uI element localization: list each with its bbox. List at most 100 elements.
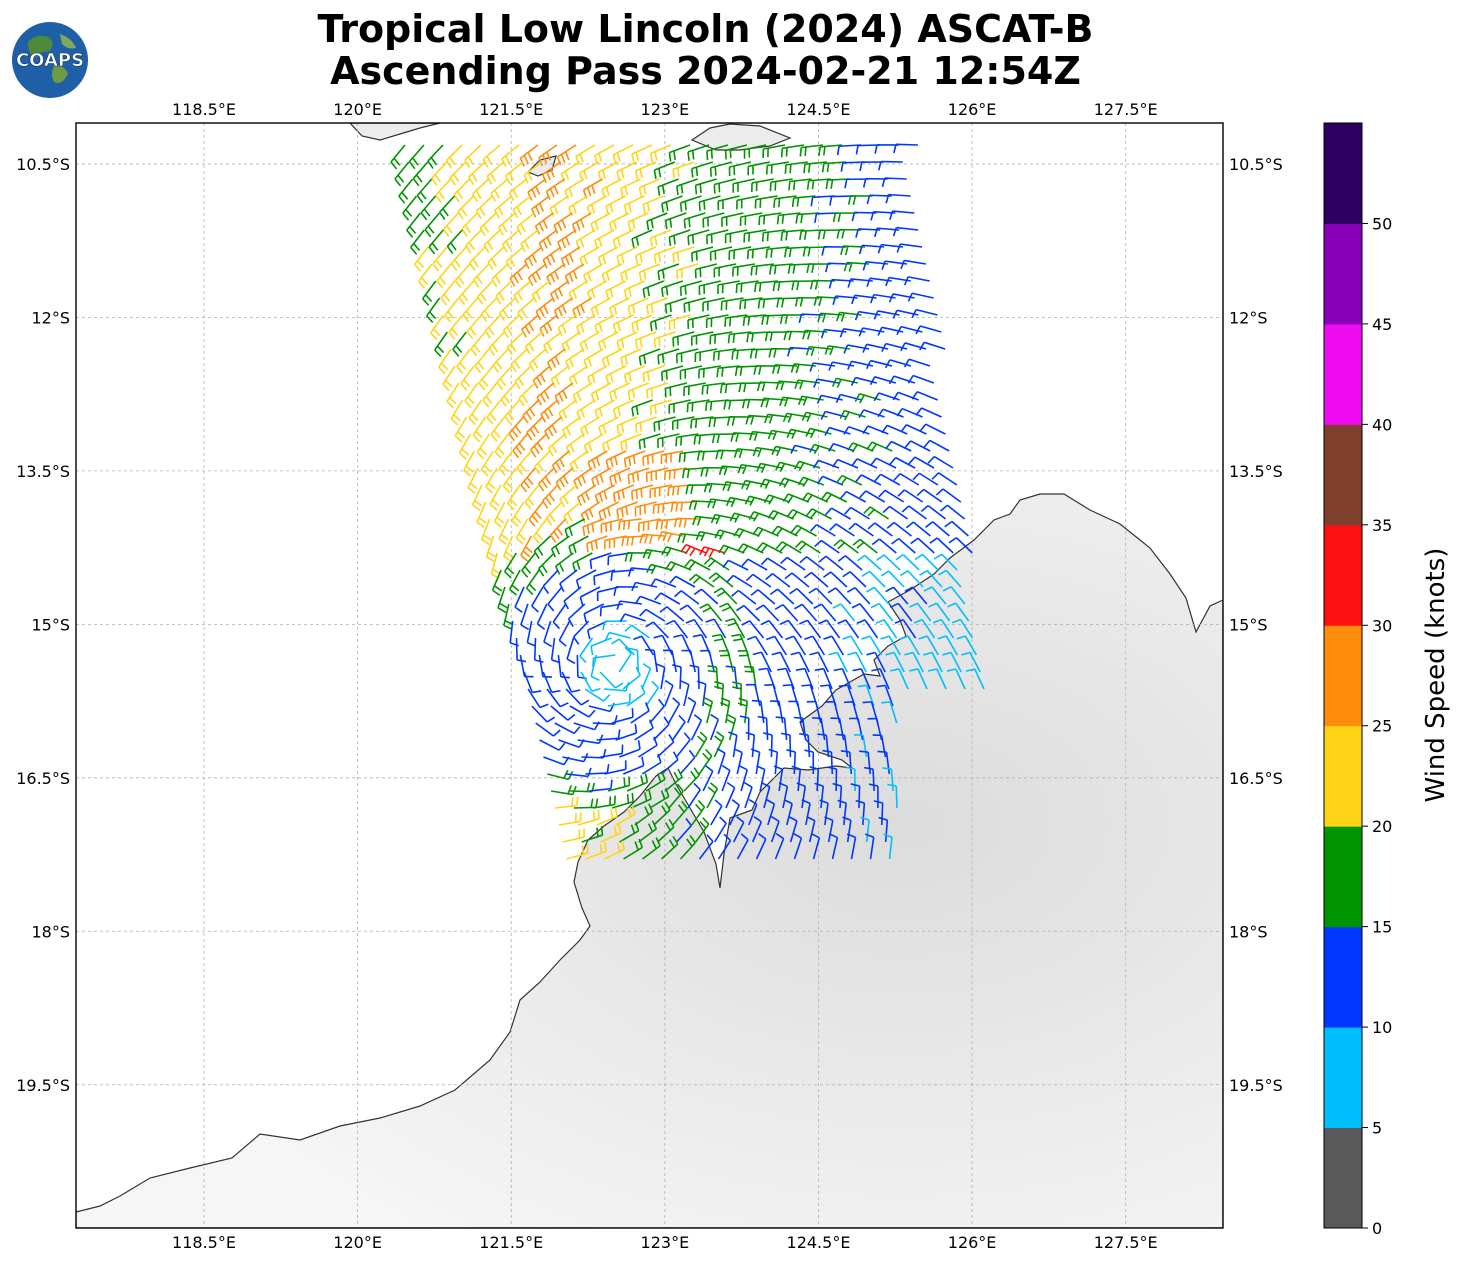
lat-tick-label: 19.5°S — [1229, 1076, 1283, 1095]
wind-barb — [664, 679, 674, 707]
wind-barb — [923, 586, 947, 605]
wind-barb — [618, 518, 642, 531]
wind-barb — [593, 144, 615, 165]
wind-barb — [778, 782, 789, 809]
lon-tick-label: 124.5°E — [787, 100, 851, 119]
wind-barb — [855, 474, 882, 486]
wind-barb — [699, 546, 726, 558]
wind-barb — [491, 263, 509, 288]
wind-barb — [416, 178, 433, 204]
wind-barb — [609, 297, 630, 317]
wind-barb — [828, 442, 855, 452]
wind-barb — [557, 314, 577, 337]
wind-barb — [928, 602, 951, 622]
wind-barb — [909, 668, 928, 690]
wind-barb — [612, 484, 635, 503]
wind-barb — [775, 461, 802, 472]
wind-barb — [438, 348, 452, 375]
wind-barb — [687, 144, 710, 161]
wind-barb — [745, 573, 772, 588]
wind-barb — [729, 512, 756, 523]
wind-barb — [842, 816, 852, 843]
wind-barb — [891, 537, 916, 554]
wind-barb — [866, 586, 890, 605]
wind-barb — [508, 178, 528, 202]
wind-barb — [638, 178, 660, 197]
wind-barb — [716, 365, 741, 378]
wind-barb — [769, 700, 784, 724]
wind-barb — [422, 280, 437, 306]
wind-barb — [498, 297, 517, 322]
wind-barb — [645, 467, 669, 483]
wind-barb — [720, 297, 744, 311]
wind-barb — [793, 716, 807, 741]
wind-barb — [465, 229, 482, 254]
wind-barb — [673, 634, 693, 656]
wind-barb — [739, 297, 763, 310]
wind-barb — [463, 450, 475, 477]
wind-barb — [623, 195, 645, 215]
wind-barb — [833, 539, 859, 554]
wind-barb — [789, 587, 814, 605]
colorbar-segment — [1324, 625, 1362, 727]
wind-barb — [738, 764, 748, 792]
wind-barb — [652, 501, 676, 515]
wind-barb — [452, 331, 467, 357]
wind-barb — [765, 161, 789, 175]
wind-barb — [728, 731, 738, 758]
wind-barb — [816, 394, 843, 404]
wind-barb — [542, 671, 561, 694]
wind-barb — [885, 586, 909, 605]
wind-barb — [573, 798, 599, 809]
wind-barb — [631, 314, 653, 333]
wind-barb — [923, 651, 943, 673]
wind-barbs — [390, 143, 985, 860]
wind-barb — [476, 280, 494, 305]
wind-barb — [486, 161, 505, 185]
wind-barb — [557, 229, 577, 251]
wind-barb — [630, 790, 652, 809]
island-north — [349, 123, 441, 141]
wind-barb — [839, 409, 866, 421]
colorbar-tick-label: 0 — [1372, 1219, 1382, 1238]
lat-tick-label: 16.5°S — [1229, 769, 1283, 788]
lat-tick-label: 12°S — [31, 308, 70, 327]
wind-barb — [736, 604, 761, 622]
wind-barb — [880, 570, 905, 588]
wind-barb — [545, 501, 563, 526]
colorbar-tick-label: 25 — [1372, 717, 1392, 736]
wind-barb — [803, 161, 827, 174]
wind-barb — [773, 195, 797, 208]
wind-barb — [817, 733, 830, 758]
wind-barb — [732, 681, 742, 707]
wind-barb — [818, 619, 841, 639]
wind-barb — [694, 178, 717, 195]
wind-barb — [875, 619, 898, 639]
lat-tick-label: 13.5°S — [1229, 462, 1283, 481]
wind-barb — [857, 684, 875, 707]
wind-barb — [911, 308, 938, 319]
wind-barb — [892, 391, 919, 401]
wind-barb — [478, 365, 494, 391]
wind-barb — [775, 541, 802, 554]
wind-barb — [799, 144, 824, 157]
wind-barb — [743, 781, 753, 809]
wind-barb — [760, 557, 787, 571]
wind-barb — [764, 683, 780, 707]
wind-barb — [406, 212, 421, 238]
wind-barb — [833, 667, 852, 690]
wind-barb — [881, 177, 907, 187]
wind-barb — [751, 178, 774, 192]
wind-barb — [882, 767, 894, 792]
wind-barb — [686, 399, 710, 413]
latitude-labels-left: 10.5°S 12°S 13.5°S 15°S 16.5°S 18°S 19.5°S — [16, 155, 70, 1095]
wind-barb — [662, 649, 677, 673]
wind-barb — [420, 195, 437, 221]
colorbar-tick-label: 15 — [1372, 918, 1392, 937]
wind-barb — [653, 801, 671, 826]
wind-barb — [577, 809, 600, 826]
wind-barb — [780, 732, 792, 758]
wind-barb — [769, 263, 793, 275]
wind-barb — [710, 513, 737, 525]
wind-barb — [655, 663, 666, 690]
